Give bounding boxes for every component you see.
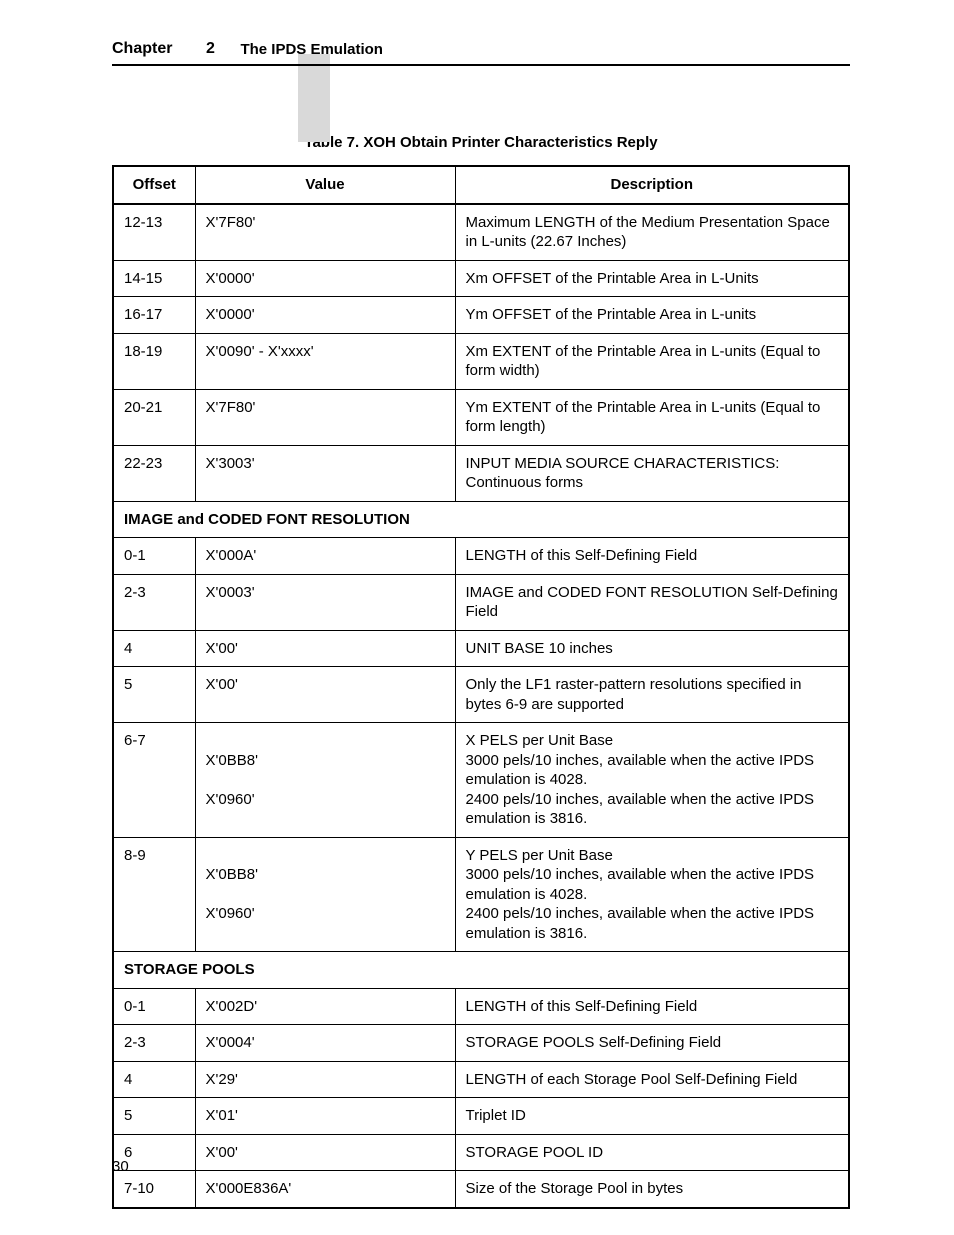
table-row: 4X'29'LENGTH of each Storage Pool Self-D… [113,1061,849,1098]
value-cell: X'0004' [195,1025,455,1062]
value-cell: X'7F80' [195,389,455,445]
offset-cell: 2-3 [113,1025,195,1062]
value-cell: X'0003' [195,574,455,630]
value-cell: X'0BB8' X'0960' [195,723,455,838]
offset-cell: 5 [113,1098,195,1135]
chapter-number-highlight [298,54,330,142]
table-row: 7-10X'000E836A'Size of the Storage Pool … [113,1171,849,1208]
chapter-number: 2 [194,40,226,58]
description-cell: IMAGE and CODED FONT RESOLUTION Self-Def… [455,574,849,630]
table-row: 14-15X'0000'Xm OFFSET of the Printable A… [113,260,849,297]
table-row: 0-1X'000A'LENGTH of this Self-Defining F… [113,538,849,575]
value-cell: X'01' [195,1098,455,1135]
value-cell: X'0BB8' X'0960' [195,837,455,952]
section-title: The IPDS Emulation [240,41,383,58]
value-cell: X'00' [195,630,455,667]
table-row: STORAGE POOLS [113,952,849,989]
table-header-row: Offset Value Description [113,166,849,204]
offset-cell: 0-1 [113,538,195,575]
table-row: 6X'00'STORAGE POOL ID [113,1134,849,1171]
page-header: Chapter 2 The IPDS Emulation [112,36,850,66]
value-cell: X'7F80' [195,204,455,261]
description-cell: LENGTH of this Self-Defining Field [455,988,849,1025]
offset-cell: 6-7 [113,723,195,838]
col-description: Description [455,166,849,204]
offset-cell: 0-1 [113,988,195,1025]
value-cell: X'000E836A' [195,1171,455,1208]
value-cell: X'00' [195,667,455,723]
table-row: 16-17X'0000'Ym OFFSET of the Printable A… [113,297,849,334]
table-row: 22-23X'3003'INPUT MEDIA SOURCE CHARACTER… [113,445,849,501]
value-cell: X'0000' [195,260,455,297]
page-number: 30 [112,1158,129,1175]
offset-cell: 5 [113,667,195,723]
table-row: 2-3X'0003'IMAGE and CODED FONT RESOLUTIO… [113,574,849,630]
header-row: Chapter 2 The IPDS Emulation [112,36,850,66]
description-cell: Size of the Storage Pool in bytes [455,1171,849,1208]
description-cell: X PELS per Unit Base3000 pels/10 inches,… [455,723,849,838]
table-row: 5X'01'Triplet ID [113,1098,849,1135]
value-cell: X'002D' [195,988,455,1025]
table-row: 20-21X'7F80'Ym EXTENT of the Printable A… [113,389,849,445]
description-cell: Maximum LENGTH of the Medium Presentatio… [455,204,849,261]
table-row: 0-1X'002D'LENGTH of this Self-Defining F… [113,988,849,1025]
description-cell: Ym EXTENT of the Printable Area in L-uni… [455,389,849,445]
table-caption: Table 7. XOH Obtain Printer Characterist… [112,134,850,151]
description-cell: Y PELS per Unit Base3000 pels/10 inches,… [455,837,849,952]
value-cell: X'000A' [195,538,455,575]
description-cell: LENGTH of each Storage Pool Self-Definin… [455,1061,849,1098]
offset-cell: 16-17 [113,297,195,334]
offset-cell: 7-10 [113,1171,195,1208]
value-cell: X'0000' [195,297,455,334]
value-cell: X'0090' - X'xxxx' [195,333,455,389]
characteristics-table: Offset Value Description 12-13X'7F80'Max… [112,165,850,1209]
value-cell: X'3003' [195,445,455,501]
offset-cell: 4 [113,1061,195,1098]
description-cell: INPUT MEDIA SOURCE CHARACTERISTICS: Cont… [455,445,849,501]
offset-cell: 4 [113,630,195,667]
table-body: 12-13X'7F80'Maximum LENGTH of the Medium… [113,204,849,1208]
offset-cell: 22-23 [113,445,195,501]
value-cell: X'00' [195,1134,455,1171]
description-cell: LENGTH of this Self-Defining Field [455,538,849,575]
description-cell: STORAGE POOLS Self-Defining Field [455,1025,849,1062]
description-cell: STORAGE POOL ID [455,1134,849,1171]
table-row: 18-19X'0090' - X'xxxx'Xm EXTENT of the P… [113,333,849,389]
page-container: Chapter 2 The IPDS Emulation Table 7. XO… [0,0,954,1209]
description-cell: Triplet ID [455,1098,849,1135]
table-row: 12-13X'7F80'Maximum LENGTH of the Medium… [113,204,849,261]
col-offset: Offset [113,166,195,204]
offset-cell: 8-9 [113,837,195,952]
description-cell: Xm EXTENT of the Printable Area in L-uni… [455,333,849,389]
chapter-label: Chapter [112,40,172,58]
offset-cell: 2-3 [113,574,195,630]
table-row: 4X'00'UNIT BASE 10 inches [113,630,849,667]
col-value: Value [195,166,455,204]
value-cell: X'29' [195,1061,455,1098]
table-row: 6-7 X'0BB8' X'0960'X PELS per Unit Base3… [113,723,849,838]
offset-cell: 20-21 [113,389,195,445]
description-cell: UNIT BASE 10 inches [455,630,849,667]
description-cell: Xm OFFSET of the Printable Area in L-Uni… [455,260,849,297]
offset-cell: 18-19 [113,333,195,389]
table-row: 8-9 X'0BB8' X'0960'Y PELS per Unit Base3… [113,837,849,952]
description-cell: Ym OFFSET of the Printable Area in L-uni… [455,297,849,334]
table-row: IMAGE and CODED FONT RESOLUTION [113,501,849,538]
section-header-cell: STORAGE POOLS [113,952,849,989]
offset-cell: 14-15 [113,260,195,297]
offset-cell: 12-13 [113,204,195,261]
table-row: 5X'00'Only the LF1 raster-pattern resolu… [113,667,849,723]
section-header-cell: IMAGE and CODED FONT RESOLUTION [113,501,849,538]
description-cell: Only the LF1 raster-pattern resolutions … [455,667,849,723]
table-row: 2-3X'0004'STORAGE POOLS Self-Defining Fi… [113,1025,849,1062]
